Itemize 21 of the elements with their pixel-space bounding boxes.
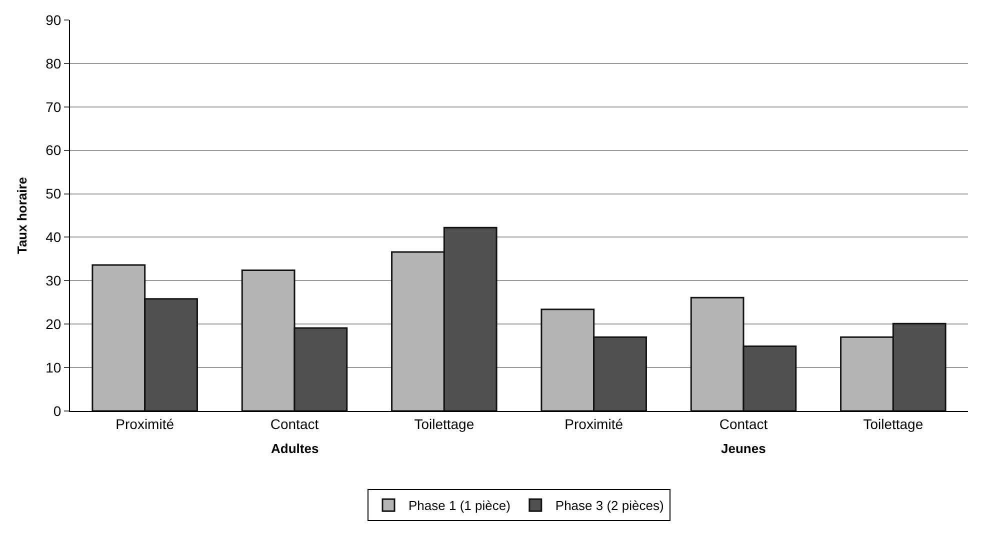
y-tick-label: 50 bbox=[46, 186, 62, 202]
text: Jeunes bbox=[721, 441, 766, 456]
x-tick-label: Toilettage bbox=[414, 416, 474, 432]
x-tick-label: Proximité bbox=[116, 416, 174, 432]
y-axis-title: Taux horaire bbox=[14, 176, 30, 254]
y-tick-label: 30 bbox=[46, 272, 62, 289]
x-tick-label: Proximité bbox=[564, 416, 624, 432]
y-tick-label: 60 bbox=[46, 142, 62, 158]
x-tick-label: Contact bbox=[270, 416, 319, 432]
y-tick-label: 70 bbox=[46, 98, 62, 115]
text: Adultes bbox=[271, 441, 319, 456]
y-tick-label: 40 bbox=[46, 229, 62, 246]
y-tick-label: 80 bbox=[46, 55, 62, 72]
y-tick-label: 0 bbox=[53, 402, 62, 419]
legend-label: Phase 1 (1 pièce) bbox=[408, 498, 510, 514]
x-tick-label: Toilettage bbox=[863, 416, 924, 432]
y-tick-label: 90 bbox=[46, 12, 62, 28]
x-tick-label: Contact bbox=[719, 416, 768, 432]
y-tick-label: 20 bbox=[46, 316, 62, 332]
y-tick-label: 10 bbox=[46, 359, 62, 376]
legend-label: Phase 3 (2 pièces) bbox=[555, 498, 664, 514]
